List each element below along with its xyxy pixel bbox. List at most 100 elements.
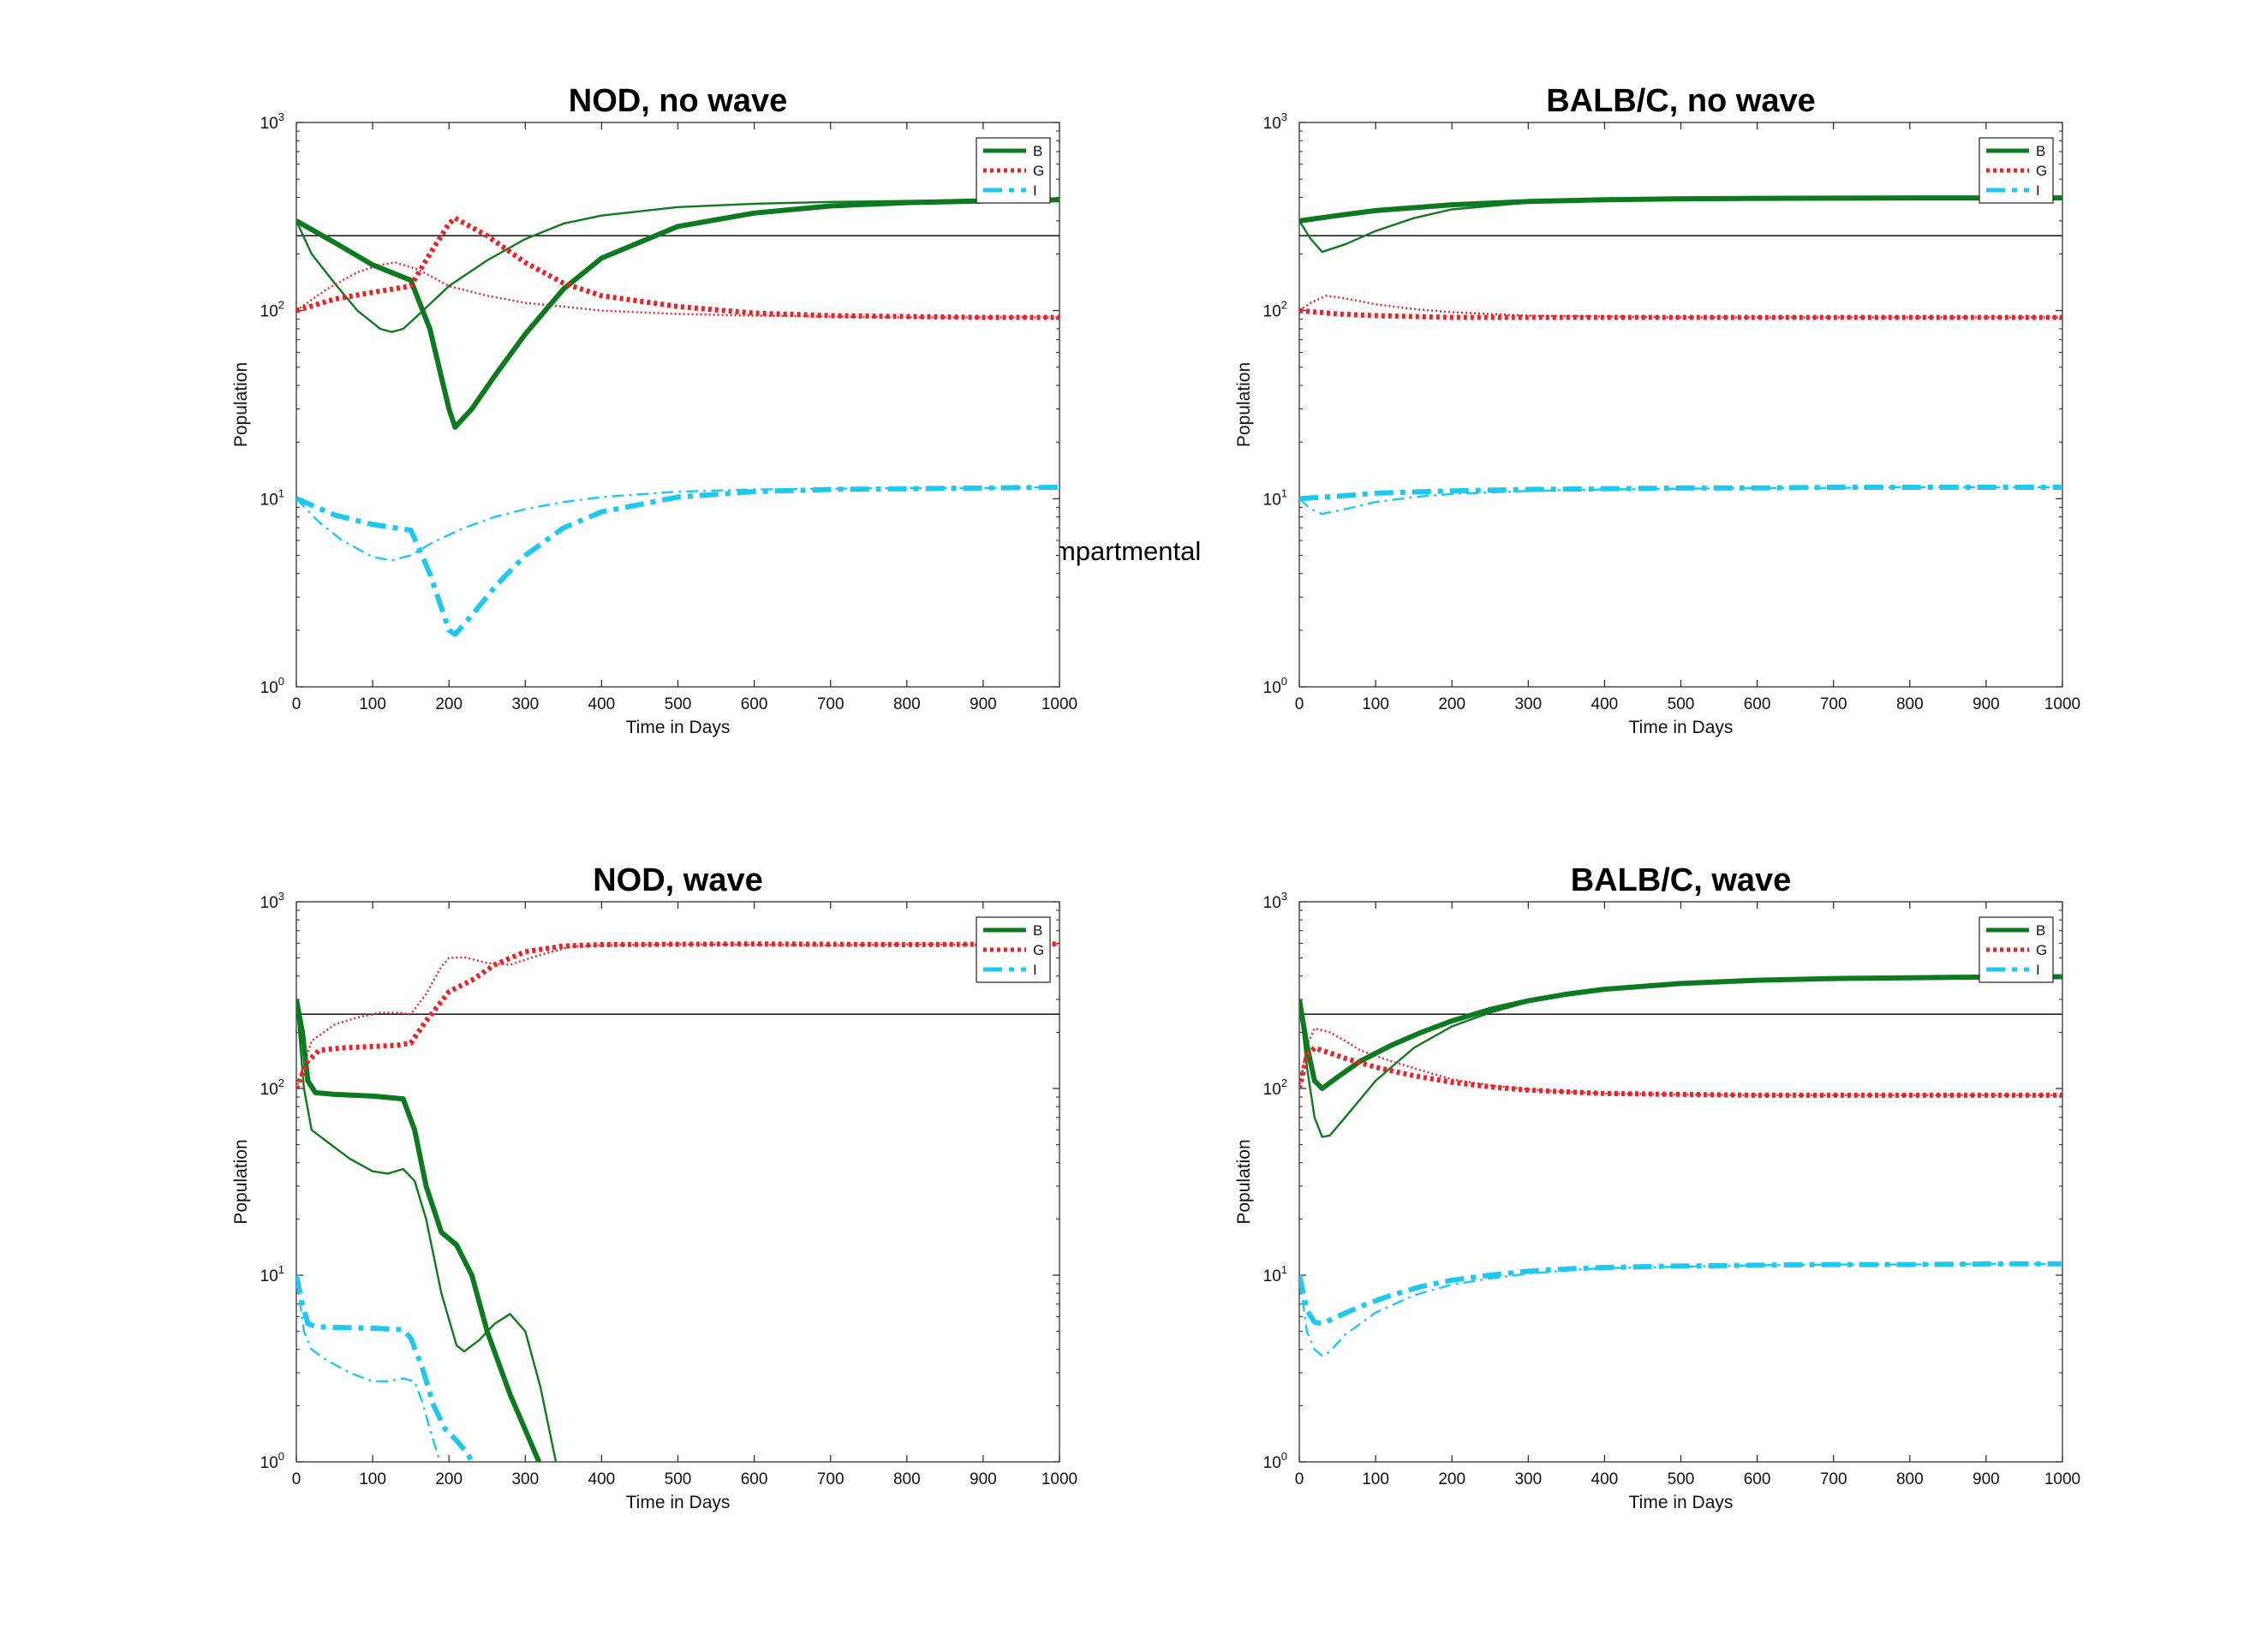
x-tick-label: 1000 xyxy=(2044,695,2080,713)
y-tick-label: 103 xyxy=(1263,110,1287,133)
plot-content xyxy=(296,197,1059,637)
chart-title: NOD, wave xyxy=(593,862,763,898)
x-tick-label: 800 xyxy=(893,695,921,713)
chart-panel-nod-no-wave: 0 100 200 300 400 500 600 700 800 900 1000 100 101 10… xyxy=(231,83,1077,737)
x-tick-label: 700 xyxy=(1820,695,1847,713)
y-tick-label: 102 xyxy=(1263,1076,1287,1099)
y-tick-label: 101 xyxy=(1263,1263,1287,1285)
legend-label-i: I xyxy=(1033,182,1037,199)
x-tick-label: 800 xyxy=(1896,1470,1924,1488)
plot-area xyxy=(295,122,1060,688)
plot-area xyxy=(295,901,1060,1463)
x-tick-label: 600 xyxy=(741,1470,768,1488)
x-tick-label: 1000 xyxy=(2044,1470,2080,1488)
y-tick-label: 101 xyxy=(260,1263,284,1285)
legend-label-b: B xyxy=(2036,922,2045,939)
plot-content xyxy=(296,941,1059,1462)
chart-panel-nod-wave: 0 100 200 300 400 500 600 700 800 900 1000 100 101 10… xyxy=(231,862,1077,1512)
plot-area xyxy=(1298,122,2063,688)
x-tick-label: 700 xyxy=(817,695,845,713)
x-tick-label: 500 xyxy=(665,1470,692,1488)
series-b-multi-line xyxy=(296,999,558,1462)
y-axis-label: Population xyxy=(231,1139,251,1224)
x-tick-label: 300 xyxy=(511,695,539,713)
x-tick-label: 400 xyxy=(1591,695,1619,713)
y-axis-label: Population xyxy=(231,362,251,447)
series-i-multi-line xyxy=(1299,1262,2062,1357)
y-tick-label: 101 xyxy=(1263,486,1287,509)
x-axis-label: Time in Days xyxy=(626,718,731,737)
legend-label-i: I xyxy=(2036,182,2040,199)
y-tick-label: 100 xyxy=(1263,1450,1287,1472)
series-i-single-line xyxy=(1299,485,2062,502)
x-tick-label: 200 xyxy=(1438,1470,1465,1488)
chart-panel-balbc-no-wave: 0 100 200 300 400 500 600 700 800 900 1000 100 101 10… xyxy=(1234,83,2080,737)
x-tick-label: 900 xyxy=(1973,695,2000,713)
legend-label-b: B xyxy=(1033,143,1042,159)
chart-title: BALB/C, no wave xyxy=(1546,83,1816,119)
x-tick-label: 0 xyxy=(1295,695,1304,713)
series-i-multi-line xyxy=(1299,486,2062,516)
series-i-multi-line xyxy=(296,1274,442,1462)
x-tick-label: 800 xyxy=(893,1470,921,1488)
x-tick-label: 600 xyxy=(1744,695,1771,713)
x-tick-label: 1000 xyxy=(1041,1470,1077,1488)
y-tick-label: 101 xyxy=(260,486,284,509)
series-g-multi-line xyxy=(1299,1027,2062,1097)
x-tick-label: 1000 xyxy=(1041,695,1077,713)
legend-label-i: I xyxy=(1033,962,1037,978)
x-axis-label: Time in Days xyxy=(1629,1493,1734,1512)
x-tick-label: 100 xyxy=(1362,695,1389,713)
plot-area xyxy=(1298,901,2063,1463)
x-tick-label: 200 xyxy=(435,1470,463,1488)
legend-label-g: G xyxy=(1033,942,1044,958)
y-axis-label: Population xyxy=(1234,1139,1254,1224)
plot-content xyxy=(1299,974,2062,1357)
x-tick-label: 500 xyxy=(1668,1470,1695,1488)
series-g-single-line xyxy=(296,941,1059,1090)
x-tick-label: 400 xyxy=(588,695,616,713)
legend: BGI xyxy=(976,916,1051,983)
x-tick-label: 900 xyxy=(970,695,997,713)
series-g-single-line xyxy=(1299,1045,2062,1098)
y-tick-label: 100 xyxy=(260,1450,284,1472)
series-b-single-line xyxy=(296,197,1059,430)
series-b-single-line xyxy=(1299,974,2062,1091)
chart-title: NOD, no wave xyxy=(569,83,788,119)
y-tick-label: 100 xyxy=(1263,675,1287,697)
x-tick-label: 300 xyxy=(511,1470,539,1488)
x-tick-label: 900 xyxy=(1973,1470,2000,1488)
x-tick-label: 200 xyxy=(1438,695,1465,713)
series-b-multi-line xyxy=(296,199,1059,333)
legend: BGI xyxy=(1979,916,2054,983)
x-tick-label: 800 xyxy=(1896,695,1924,713)
plot-content xyxy=(1299,195,2062,516)
series-i-single-line xyxy=(296,1274,475,1462)
x-tick-label: 0 xyxy=(292,695,301,713)
x-axis-label: Time in Days xyxy=(626,1493,731,1512)
x-tick-label: 300 xyxy=(1514,695,1542,713)
series-b-single-line xyxy=(296,999,542,1462)
x-tick-label: 400 xyxy=(1591,1470,1619,1488)
x-tick-label: 600 xyxy=(741,695,768,713)
x-tick-label: 0 xyxy=(292,1470,301,1488)
series-g-single-line xyxy=(296,215,1059,320)
x-tick-label: 100 xyxy=(359,695,386,713)
y-tick-label: 103 xyxy=(260,890,284,912)
y-axis-label: Population xyxy=(1234,362,1254,447)
series-g-single-line xyxy=(1299,307,2062,320)
x-tick-label: 700 xyxy=(1820,1470,1847,1488)
legend-label-g: G xyxy=(1033,163,1044,179)
y-tick-label: 103 xyxy=(260,110,284,133)
series-i-single-line xyxy=(1299,1261,2062,1327)
series-i-single-line xyxy=(296,485,1059,637)
x-tick-label: 300 xyxy=(1514,1470,1542,1488)
x-tick-label: 500 xyxy=(1668,695,1695,713)
legend: BGI xyxy=(1979,137,2054,204)
legend-label-g: G xyxy=(2036,163,2047,179)
x-tick-label: 100 xyxy=(1362,1470,1389,1488)
legend: BGI xyxy=(976,137,1051,204)
y-tick-label: 100 xyxy=(260,675,284,697)
x-tick-label: 500 xyxy=(665,695,692,713)
